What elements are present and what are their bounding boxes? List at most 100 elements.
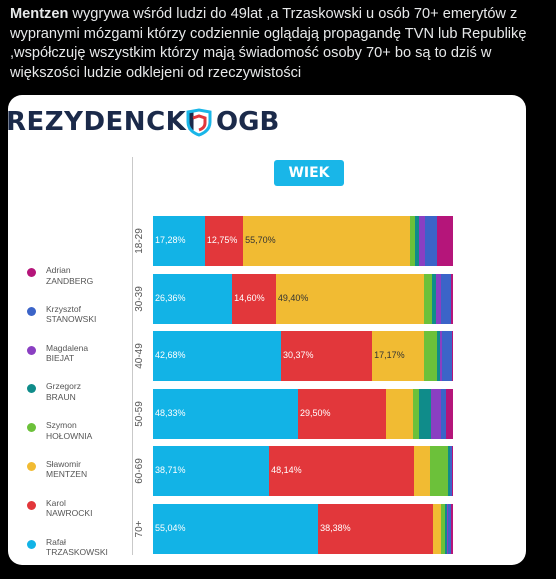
bar-segment bbox=[433, 503, 441, 554]
bar-segment bbox=[440, 273, 451, 324]
legend-label: Grzegorz BRAUN bbox=[46, 381, 81, 402]
legend-label: Sławomir MENTZEN bbox=[46, 458, 88, 480]
tweet-text: Mentzen wygrywa wśród ludzi do 49lat ,a … bbox=[10, 5, 546, 83]
bar-segment: 49,40% bbox=[275, 273, 425, 324]
legend-swatch bbox=[27, 500, 36, 510]
legend-item: Magdalena BIEJAT bbox=[24, 343, 134, 382]
legend-label: Rafał TRZASKOWSKI bbox=[46, 536, 108, 558]
tweet-author-mention[interactable]: Mentzen bbox=[10, 6, 69, 22]
data-label: 30,37% bbox=[283, 350, 314, 360]
bar-segment bbox=[452, 331, 453, 381]
ogb-logo-text: OGB bbox=[216, 107, 280, 137]
bar-segment: 55,04% bbox=[153, 503, 319, 554]
bar-segment: 42,68% bbox=[153, 331, 282, 381]
bar-segment bbox=[437, 331, 441, 381]
chart-axis-line bbox=[132, 157, 133, 555]
bar-segment: 17,28% bbox=[153, 216, 205, 266]
legend-label: Karol NAWROCKI bbox=[46, 497, 93, 519]
bar-segment bbox=[413, 446, 431, 496]
legend-swatch bbox=[27, 268, 36, 277]
data-label: 49,40% bbox=[277, 292, 309, 303]
bar-segment bbox=[410, 216, 415, 266]
bar-segment: 29,50% bbox=[297, 388, 387, 439]
bar-segment bbox=[446, 503, 449, 554]
data-label: 38,71% bbox=[155, 465, 186, 475]
bar-segment bbox=[450, 273, 453, 324]
data-label: 48,14% bbox=[271, 465, 302, 475]
legend-swatch bbox=[27, 539, 36, 549]
bar-segment: 14,60% bbox=[232, 273, 276, 324]
bar-segment bbox=[419, 216, 426, 266]
bar-segment bbox=[419, 388, 431, 439]
bar-segment bbox=[448, 503, 452, 554]
data-label: 17,28% bbox=[155, 235, 186, 245]
age-group-label: 40-49 bbox=[134, 343, 145, 369]
bar-segment: 30,37% bbox=[281, 331, 373, 381]
bar-segment: 48,33% bbox=[153, 388, 298, 439]
legend-item: Szymon HOŁOWNIA bbox=[24, 420, 134, 459]
legend-item: Karol NAWROCKI bbox=[24, 498, 134, 537]
legend-swatch bbox=[27, 423, 36, 433]
header-title: REZYDENCKI bbox=[8, 107, 197, 137]
data-label: 14,60% bbox=[234, 292, 265, 303]
bar-segment: 38,38% bbox=[318, 503, 434, 554]
data-label: 42,68% bbox=[155, 350, 186, 360]
bar-segment bbox=[414, 216, 420, 266]
bar-segment: 12,75% bbox=[204, 216, 244, 266]
bar-segment bbox=[449, 446, 451, 496]
bar-row: 42,68% 30,37% 17,17% bbox=[153, 331, 453, 381]
legend-label: Magdalena BIEJAT bbox=[46, 342, 89, 364]
bar-segment bbox=[445, 388, 453, 439]
age-group-label: 30-39 bbox=[134, 285, 145, 312]
bar-segment bbox=[413, 388, 420, 439]
legend-swatch bbox=[27, 461, 36, 471]
data-label: 29,50% bbox=[299, 407, 331, 418]
legend-label: Adrian ZANDBERG bbox=[46, 265, 94, 286]
legend-swatch bbox=[27, 384, 36, 394]
chart-legend: Adrian ZANDBERG Krzysztof STANOWSKI Magdal… bbox=[24, 265, 134, 565]
bar-segment bbox=[441, 388, 446, 439]
age-group-label: 70+ bbox=[134, 520, 145, 537]
legend-item: Adrian ZANDBERG bbox=[24, 265, 134, 304]
legend-swatch bbox=[27, 306, 36, 316]
bar-row: 26,36% 14,60% 49,40% bbox=[153, 273, 453, 324]
bar-segment: 48,14% bbox=[269, 446, 414, 496]
age-group-label: 50-59 bbox=[134, 400, 145, 427]
age-group-label: 60-69 bbox=[134, 458, 145, 484]
bar-segment bbox=[451, 503, 453, 554]
bar-segment bbox=[431, 273, 437, 324]
bar-segment bbox=[440, 503, 446, 554]
bar-segment bbox=[430, 388, 442, 439]
bar-segment: 55,70% bbox=[243, 216, 411, 266]
bar-segment bbox=[441, 331, 453, 381]
ogb-shield-icon bbox=[186, 108, 212, 137]
data-label: 26,36% bbox=[155, 292, 186, 303]
legend-item: Rafał TRZASKOWSKI bbox=[24, 537, 134, 565]
bar-segment bbox=[424, 273, 432, 324]
legend-item: Grzegorz BRAUN bbox=[24, 381, 134, 420]
bar-segment bbox=[440, 331, 442, 381]
tweet-body: wygrywa wśród ludzi do 49lat ,a Trzaskow… bbox=[10, 6, 527, 81]
data-label: 12,75% bbox=[206, 235, 238, 245]
bar-segment bbox=[437, 216, 453, 266]
legend-swatch bbox=[27, 345, 36, 355]
tweet-media-image[interactable]: REZYDENCKI OGB WIEK Adrian ZANDBERG Krzys… bbox=[8, 95, 526, 565]
bar-row: 48,33% 29,50% bbox=[153, 388, 453, 439]
data-label: 48,33% bbox=[155, 407, 186, 418]
legend-item: Krzysztof STANOWSKI bbox=[24, 304, 134, 343]
legend-label: Krzysztof STANOWSKI bbox=[46, 303, 97, 325]
bar-segment bbox=[445, 503, 447, 554]
data-label: 38,38% bbox=[320, 522, 351, 533]
bar-segment: 26,36% bbox=[153, 273, 233, 324]
data-label: 55,70% bbox=[245, 235, 276, 245]
bar-segment: 38,71% bbox=[153, 446, 270, 496]
bar-segment bbox=[386, 388, 414, 439]
bar-segment bbox=[423, 331, 438, 381]
data-label: 55,04% bbox=[155, 522, 186, 533]
bar-segment bbox=[452, 446, 453, 496]
bar-row: 17,28% 12,75% 55,70% bbox=[153, 216, 453, 266]
data-label: 17,17% bbox=[374, 350, 405, 360]
bar-segment bbox=[436, 273, 441, 324]
bar-segment bbox=[450, 446, 453, 496]
bar-segment: 17,17% bbox=[372, 331, 424, 381]
